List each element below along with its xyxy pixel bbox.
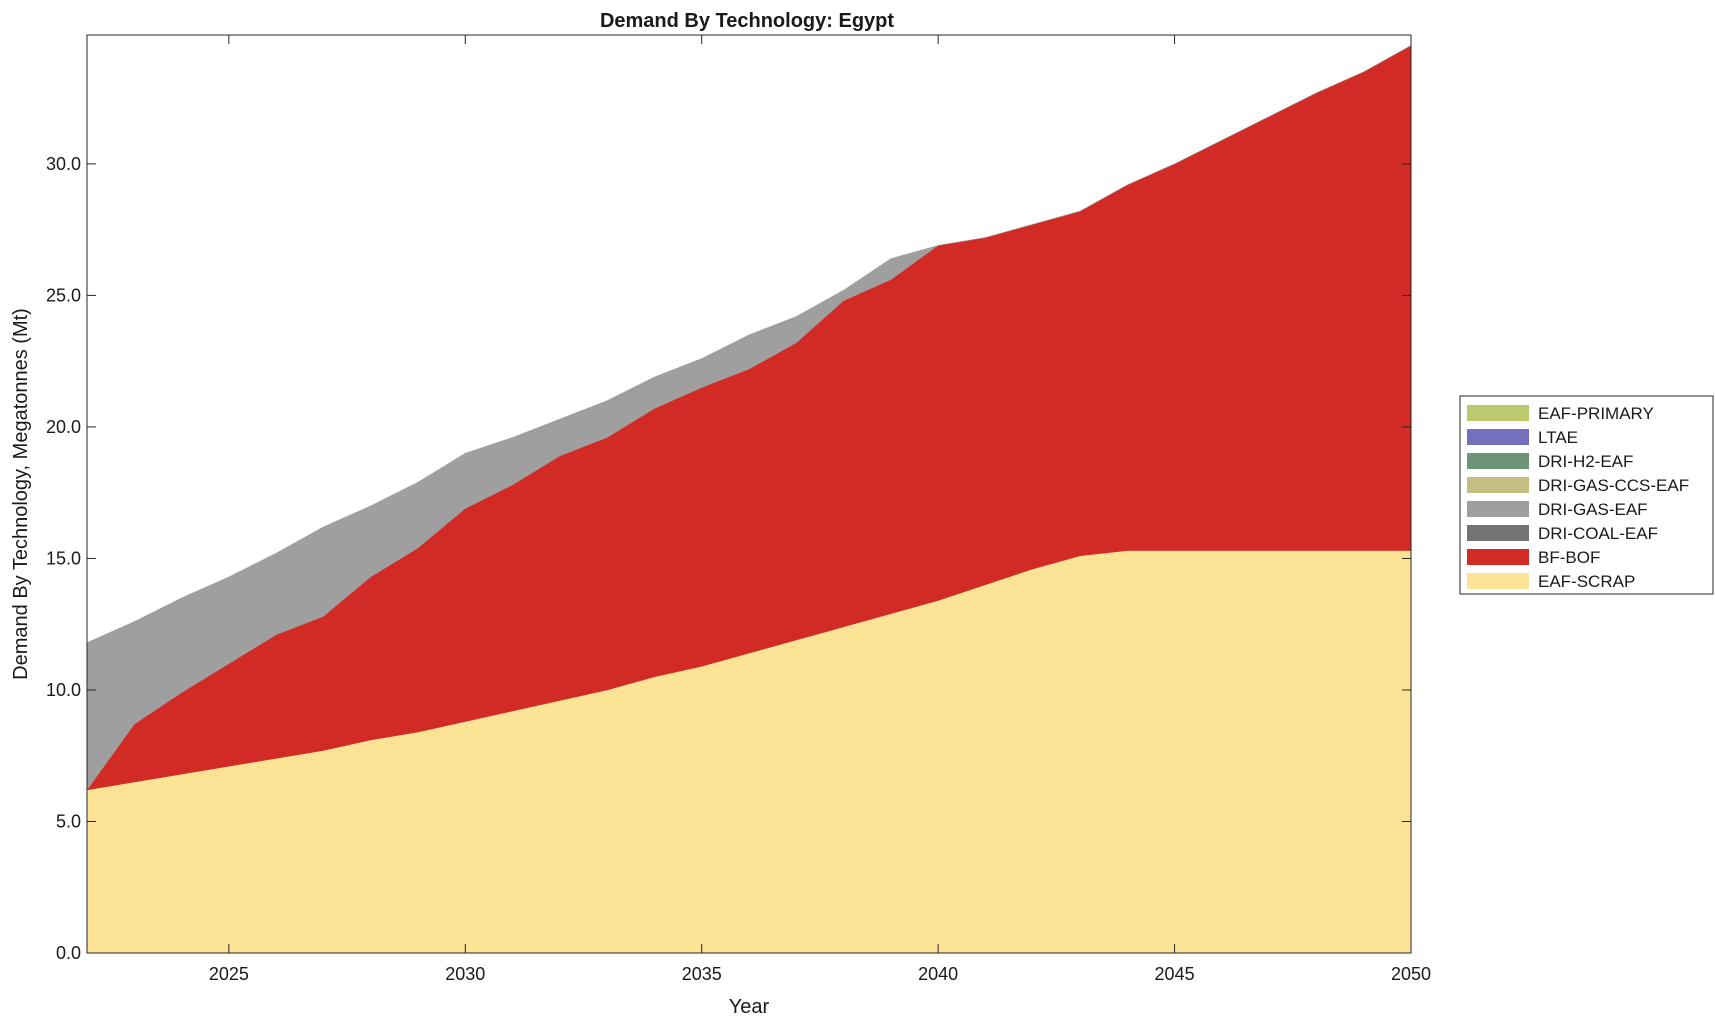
y-tick-label: 5.0: [56, 811, 81, 831]
y-tick-label: 10.0: [46, 680, 81, 700]
legend-item-eaf-scrap: EAF-SCRAP: [1467, 572, 1635, 591]
x-tick-label: 2045: [1155, 964, 1195, 984]
x-tick-label: 2050: [1391, 964, 1431, 984]
legend-swatch: [1467, 549, 1529, 565]
area-layers: [86, 45, 1412, 954]
y-tick-label: 30.0: [46, 154, 81, 174]
legend-item-dri-gas-ccs-eaf: DRI-GAS-CCS-EAF: [1467, 476, 1689, 495]
legend-swatch: [1467, 477, 1529, 493]
y-tick-label: 0.0: [56, 943, 81, 963]
x-axis: 2025 2030 2035 2040 2045 2050: [209, 35, 1431, 984]
legend-swatch: [1467, 453, 1529, 469]
legend-item-dri-h2-eaf: DRI-H2-EAF: [1467, 452, 1633, 471]
legend-item-dri-gas-eaf: DRI-GAS-EAF: [1467, 500, 1648, 519]
legend-swatch: [1467, 429, 1529, 445]
x-tick-label: 2030: [445, 964, 485, 984]
legend-label: DRI-GAS-CCS-EAF: [1538, 476, 1689, 495]
legend-swatch: [1467, 405, 1529, 421]
legend: EAF-PRIMARY LTAE DRI-H2-EAF DRI-GAS-CCS-EAF…: [1459, 395, 1714, 595]
plot-frame: [86, 34, 1412, 954]
legend-label: DRI-GAS-EAF: [1538, 500, 1648, 519]
legend-label: EAF-SCRAP: [1538, 572, 1635, 591]
x-tick-label: 2025: [209, 964, 249, 984]
legend-item-bf-bof: BF-BOF: [1467, 548, 1600, 567]
chart-title: Demand By Technology: Egypt: [600, 10, 894, 32]
y-tick-label: 20.0: [46, 417, 81, 437]
legend-item-dri-coal-eaf: DRI-COAL-EAF: [1467, 524, 1658, 543]
x-tick-label: 2040: [918, 964, 958, 984]
x-axis-label: Year: [729, 996, 770, 1018]
legend-label: DRI-COAL-EAF: [1538, 524, 1658, 543]
y-axis: 0.0 5.0 10.0 15.0 20.0 25.0 30.0: [46, 154, 1411, 963]
legend-swatch: [1467, 525, 1529, 541]
legend-swatch: [1467, 573, 1529, 589]
legend-swatch: [1467, 501, 1529, 517]
legend-label: BF-BOF: [1538, 548, 1600, 567]
legend-item-eaf-primary: EAF-PRIMARY: [1467, 404, 1654, 423]
y-tick-label: 15.0: [46, 548, 81, 568]
legend-label: LTAE: [1538, 428, 1578, 447]
legend-label: EAF-PRIMARY: [1538, 404, 1654, 423]
y-axis-label: Demand By Technology, Megatonnes (Mt): [10, 308, 32, 680]
x-tick-label: 2035: [682, 964, 722, 984]
area-dri-gas-eaf: [86, 45, 1412, 791]
legend-label: DRI-H2-EAF: [1538, 452, 1633, 471]
legend-item-ltae: LTAE: [1467, 428, 1578, 447]
y-tick-label: 25.0: [46, 285, 81, 305]
